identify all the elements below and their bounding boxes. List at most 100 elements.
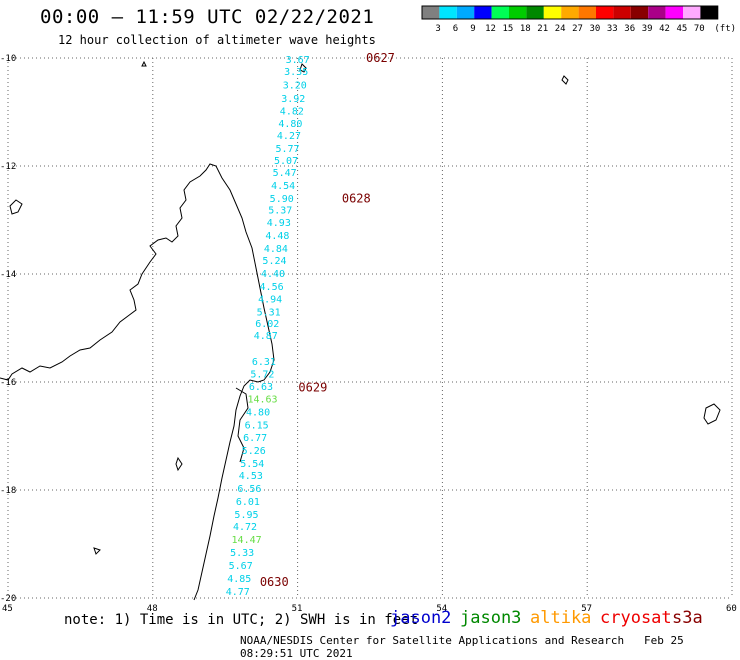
- legend-label: 39: [642, 24, 653, 34]
- legend-label: 27: [572, 24, 583, 34]
- legend-swatch: [700, 6, 718, 19]
- legend-swatch: [665, 6, 683, 19]
- legend-label: 3: [435, 24, 440, 34]
- legend-label: 6: [453, 24, 458, 34]
- lon-tick-label: 57: [581, 604, 592, 614]
- swh-value-label: 5.07: [274, 156, 298, 167]
- footer-note: note: 1) Time is in UTC; 2) SWH is in fe…: [64, 612, 419, 628]
- island-small-1: [299, 63, 307, 73]
- swh-value-label: 6.02: [255, 319, 279, 330]
- legend-label: 21: [537, 24, 548, 34]
- lat-tick-label: -10: [0, 54, 16, 64]
- swh-value-label: 5.72: [250, 369, 274, 380]
- island-small-3: [175, 456, 183, 472]
- lon-tick-label: 51: [292, 604, 303, 614]
- swh-value-label: 5.95: [234, 510, 258, 521]
- legend-label: 42: [659, 24, 670, 34]
- legend-swatch: [491, 6, 509, 19]
- swh-value-label: 5.26: [242, 446, 266, 457]
- legend-swatch: [456, 6, 475, 19]
- swh-value-label: 5.90: [270, 194, 294, 205]
- island-mauritius: [703, 403, 721, 425]
- graticule: [7, 57, 733, 599]
- madagascar-inner-coast: [235, 387, 249, 463]
- lat-tick-label: -12: [0, 162, 16, 172]
- swh-value-label: 6.77: [243, 433, 267, 444]
- lat-tick-label: -20: [0, 594, 16, 604]
- lat-tick-label: -16: [0, 378, 16, 388]
- swh-value-label: 5.54: [240, 459, 264, 470]
- sat-jason2: jason2: [390, 608, 452, 628]
- swh-value-label: 4.80: [278, 119, 302, 130]
- swh-value-label: 3.35: [284, 67, 308, 78]
- lat-tick-label: -18: [0, 486, 16, 496]
- swh-value-label: 5.24: [262, 256, 286, 267]
- swh-value-label: 4.93: [267, 218, 291, 229]
- swh-value-label: 4.84: [264, 244, 288, 255]
- swh-value-label: 4.27: [277, 131, 301, 142]
- colorbar-legend: 3 6 9 12 15 18 21 24 27 30 33 36 39 42 45 70 (ft): [421, 5, 736, 34]
- sat-s3a: s3a: [672, 608, 703, 628]
- legend-label: 36: [624, 24, 635, 34]
- legend-label: 18: [520, 24, 531, 34]
- legend-swatch: [683, 6, 701, 19]
- madagascar-coast: [0, 163, 275, 601]
- swh-value-label: 6.63: [249, 382, 273, 393]
- legend-label: 12: [485, 24, 496, 34]
- legend-swatch: [509, 6, 527, 19]
- lon-tick-label: 48: [147, 604, 158, 614]
- island-ste-marie: [141, 60, 147, 67]
- chart-title: 00:00 — 11:59 UTC 02/22/2021: [40, 6, 375, 28]
- time-label: 0628: [342, 191, 371, 205]
- swh-value-label: 6.56: [237, 484, 261, 495]
- credit-org: NOAA/NESDIS Center for Satellite Applica…: [240, 634, 625, 647]
- swh-value-label: 6.01: [236, 497, 260, 508]
- swh-value-label: 14.63: [247, 395, 277, 406]
- swh-value-label: 5.31: [257, 307, 281, 318]
- swh-value-label: 5.77: [275, 144, 299, 155]
- legend-swatch: [630, 6, 649, 19]
- legend-swatch: [526, 6, 544, 19]
- legend-swatch: [561, 6, 579, 19]
- swh-value-label: 4.82: [280, 106, 304, 117]
- swh-value-label: 4.72: [233, 522, 257, 533]
- lat-tick-label: -14: [0, 270, 16, 280]
- legend-swatch: [596, 6, 614, 19]
- swh-value-label: 4.54: [271, 181, 295, 192]
- swh-value-label: 3.92: [281, 94, 305, 105]
- legend-frame: [421, 5, 719, 20]
- axis-labels: 45 48 51 54 57 60 -10 -12 -14 -16 -18 -20: [0, 54, 737, 614]
- island-nosy-be: [9, 199, 23, 215]
- swh-value-label: 5.33: [230, 548, 254, 559]
- swh-value-label: 14.47: [232, 535, 262, 546]
- lon-tick-label: 54: [436, 604, 447, 614]
- legend-label: 9: [470, 24, 475, 34]
- sat-altika: altika: [530, 608, 592, 628]
- swh-value-label: 3.67: [286, 55, 310, 66]
- swh-value-label: 4.77: [226, 587, 250, 598]
- legend-label: 33: [607, 24, 618, 34]
- legend-swatch: [439, 6, 457, 19]
- swh-value-label: 5.47: [273, 168, 297, 179]
- swh-points: 3.673.353.203.924.824.804.275.775.075.47…: [226, 55, 310, 598]
- legend-label: 45: [677, 24, 688, 34]
- swh-value-label: 4.40: [261, 269, 285, 280]
- legend-label: 24: [555, 24, 566, 34]
- swh-value-label: 4.85: [227, 574, 251, 585]
- legend-swatch: [578, 6, 596, 19]
- legend-label: 15: [503, 24, 514, 34]
- lon-tick-label: 60: [726, 604, 737, 614]
- swh-value-label: 4.94: [258, 294, 282, 305]
- legend-label: 30: [590, 24, 601, 34]
- swh-value-label: 5.37: [268, 206, 292, 217]
- legend-swatch: [543, 6, 562, 19]
- legend-label: 70: [694, 24, 705, 34]
- legend-swatch: [648, 6, 666, 19]
- time-label: 0630: [260, 575, 289, 589]
- chart-subtitle: 12 hour collection of altimeter wave hei…: [58, 33, 376, 47]
- time-label: 0627: [366, 51, 395, 65]
- island-small-2: [561, 75, 569, 85]
- swh-value-label: 4.56: [260, 282, 284, 293]
- swh-value-label: 4.53: [239, 471, 263, 482]
